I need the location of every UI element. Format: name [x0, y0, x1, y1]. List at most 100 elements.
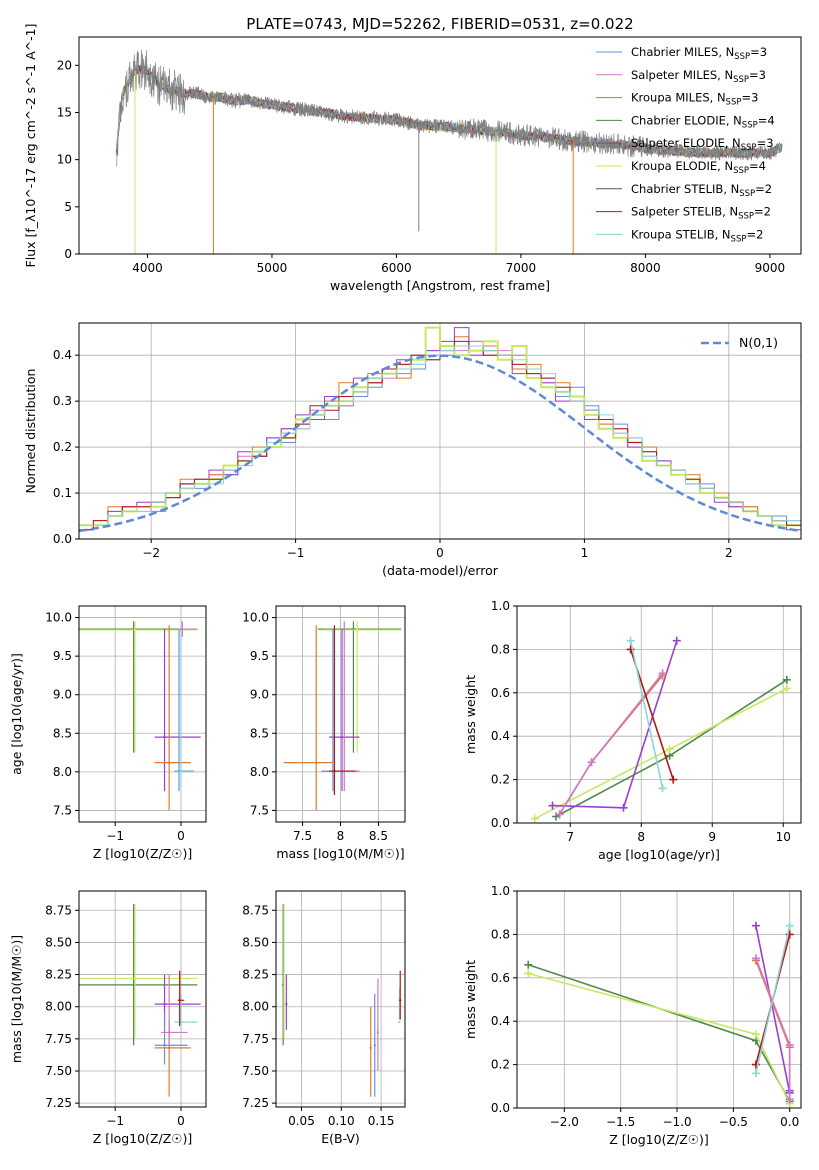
x-tick-label: 8	[337, 829, 345, 843]
x-tick-label: 7.5	[293, 829, 312, 843]
plus-marker	[665, 745, 674, 754]
y-tick-label: 20	[57, 58, 72, 72]
plus-marker	[626, 636, 635, 645]
data-point	[399, 999, 402, 1002]
x-tick-label: 0.15	[368, 1114, 395, 1128]
plot-area	[530, 636, 791, 823]
y-tick-label: 0.0	[53, 532, 72, 546]
plus-marker	[751, 921, 760, 930]
y-tick-label: 5	[64, 200, 72, 214]
data-point	[179, 1020, 183, 1024]
axes-frame	[275, 890, 406, 1108]
plus-marker	[555, 810, 564, 819]
y-tick-label: 0.4	[491, 1014, 510, 1028]
x-tick-label: −2	[142, 546, 160, 560]
x-tick-label: 6000	[381, 261, 412, 275]
plus-marker	[782, 675, 791, 684]
y-tick-label: 8.50	[242, 935, 269, 949]
data-point	[179, 770, 183, 774]
y-tick-label: 0.8	[491, 642, 510, 656]
data-point	[340, 735, 344, 739]
plus-marker	[785, 1095, 794, 1104]
x-tick-label: 0.0	[780, 1115, 799, 1129]
y-tick-label: 0.4	[53, 348, 72, 362]
y-tick-label: 8.50	[45, 935, 72, 949]
y-tick-label: 8.25	[242, 968, 269, 982]
x-tick-label: 8.5	[369, 829, 388, 843]
plus-marker	[658, 784, 667, 793]
mass-vs-ebv-panel: 0.05 0.10 0.15 7.25 7.50 7.75 8.00 8.25 8.50 8.75…	[242, 890, 406, 1146]
data-point	[133, 628, 137, 632]
y-tick-label: 0.1	[53, 486, 72, 500]
y-tick-label: 0.2	[53, 440, 72, 454]
y-tick-label: 15	[57, 105, 72, 119]
plus-marker	[524, 969, 533, 978]
x-tick-label: −2.0	[550, 1115, 579, 1129]
y-tick-label: 0.2	[491, 773, 510, 787]
plus-marker	[524, 960, 533, 969]
y-tick-label: 0.4	[491, 729, 510, 743]
data-point	[178, 999, 181, 1002]
weight-line	[534, 687, 788, 820]
weight-line	[755, 958, 791, 1100]
y-tick-label: 7.25	[242, 1096, 269, 1110]
data-point	[167, 761, 171, 764]
y-tick-label: 8.25	[45, 968, 72, 982]
plus-marker	[530, 814, 539, 823]
residual-histogram	[79, 345, 801, 526]
plus-marker	[672, 636, 681, 645]
legend-label: Chabrier ELODIE, NSSP=4	[631, 113, 775, 130]
y-tick-label: 7.75	[45, 1032, 72, 1046]
x-tick-label: 10	[776, 830, 791, 844]
plus-marker	[658, 669, 667, 678]
x-axis-label: Z [log10(Z/Z☉)]	[93, 1131, 193, 1146]
data-point	[315, 761, 318, 764]
residuals-panel: −2 −1 0 1 2 0.0 0.1 0.2 0.3 0.4 (data-model)/error…	[23, 322, 802, 578]
x-tick-label: −1	[287, 546, 305, 560]
y-tick-label: 8.0	[53, 765, 72, 779]
weight-line	[755, 925, 791, 1074]
y-tick-label: 0.0	[491, 1101, 510, 1115]
data-point	[373, 1044, 376, 1047]
y-tick-label: 8.5	[53, 726, 72, 740]
plot-area	[115, 49, 783, 254]
plus-marker	[669, 775, 678, 784]
x-axis-label: (data-model)/error	[382, 563, 499, 578]
age-vs-Z-panel: −1 0 7.5 8.0 8.5 9.0 9.5 10.0 Z [log10(Z/Z☉)] age…	[9, 605, 207, 861]
y-axis-label: mass [log10(M/M☉)]	[9, 935, 24, 1063]
data-point	[133, 977, 137, 980]
spectrum-panel: 4000 5000 6000 7000 8000 9000 0 5 10 15 20 waveleng…	[23, 24, 802, 293]
y-tick-label: 9.0	[53, 688, 72, 702]
legend-label: Chabrier STELIB, NSSP=2	[631, 182, 772, 199]
y-axis-label: mass weight	[463, 675, 478, 754]
plot-area	[79, 326, 801, 533]
legend-label: Kroupa MILES, NSSP=3	[631, 91, 758, 108]
y-tick-label: 8.5	[250, 726, 269, 740]
axes-frame	[78, 605, 207, 823]
x-axis-label: E(B-V)	[321, 1131, 360, 1146]
x-tick-label: 0	[177, 829, 185, 843]
y-axis-label: age [log10(age/yr)]	[9, 653, 24, 775]
x-axis-label: Z [log10(Z/Z☉)]	[93, 846, 193, 861]
data-point	[355, 628, 359, 632]
weight-vs-age-panel: 7 8 9 10 0.0 0.2 0.4 0.6 0.8 1.0 age [log10(age/yr…	[463, 599, 802, 862]
data-point	[398, 1020, 401, 1024]
legend-label: Kroupa STELIB, NSSP=2	[631, 227, 763, 244]
x-tick-label: 2	[725, 546, 733, 560]
data-point	[167, 1031, 171, 1034]
plot-area	[283, 621, 402, 811]
y-tick-label: 8.00	[45, 1000, 72, 1014]
y-tick-label: 8.00	[242, 1000, 269, 1014]
y-tick-label: 9.0	[250, 688, 269, 702]
x-tick-label: 4000	[132, 261, 163, 275]
x-axis-label: age [log10(age/yr)]	[598, 847, 720, 862]
legend-label: Kroupa ELODIE, NSSP=4	[631, 159, 766, 176]
y-axis-label: Flux [f_λ10^-17 erg cm^-2 s^-1 A^-1]	[23, 24, 38, 268]
x-tick-label: 7	[566, 830, 574, 844]
x-tick-label: −1.0	[662, 1115, 691, 1129]
y-tick-label: 0.6	[491, 686, 510, 700]
y-tick-label: 9.5	[53, 649, 72, 663]
observed-spectrum	[115, 49, 783, 167]
data-point	[285, 1002, 288, 1006]
